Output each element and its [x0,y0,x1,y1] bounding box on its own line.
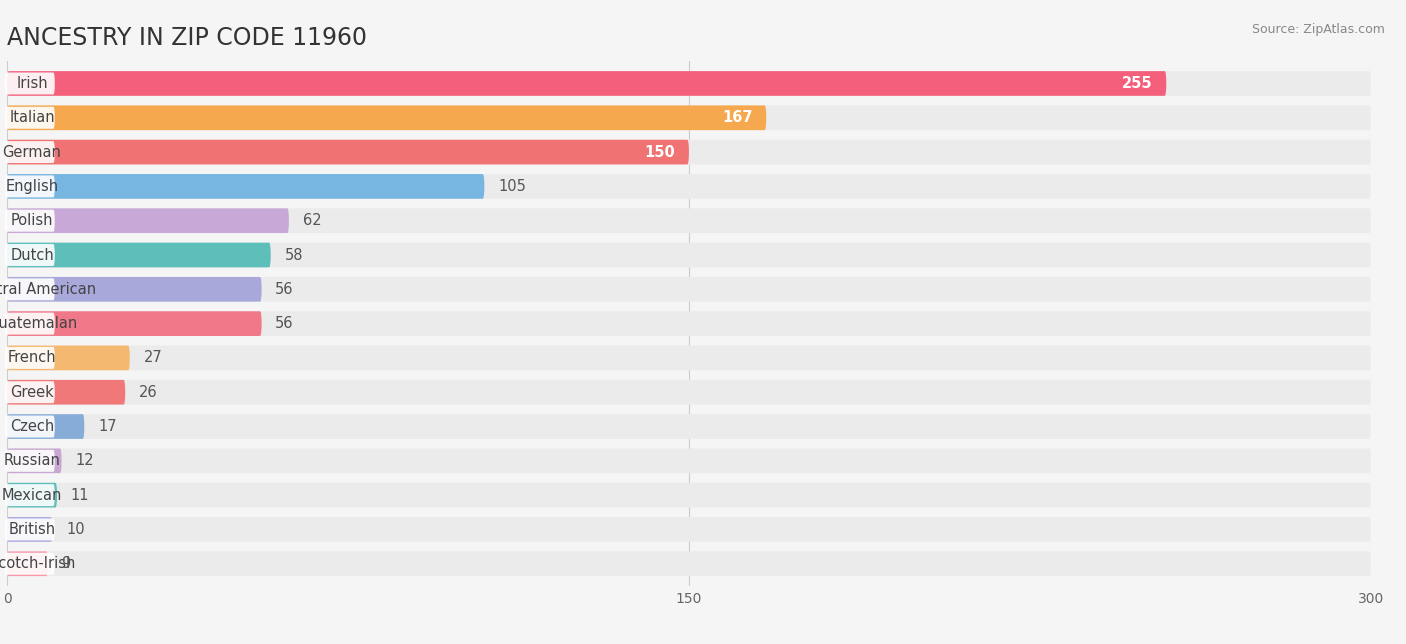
FancyBboxPatch shape [4,244,55,266]
FancyBboxPatch shape [4,107,55,129]
Text: 56: 56 [276,282,294,297]
Text: 17: 17 [98,419,117,434]
FancyBboxPatch shape [7,551,1371,576]
Text: Guatemalan: Guatemalan [0,316,77,331]
Text: Polish: Polish [11,213,53,228]
FancyBboxPatch shape [4,381,55,403]
Text: French: French [7,350,56,365]
Text: 27: 27 [143,350,162,365]
FancyBboxPatch shape [7,448,1371,473]
Text: 150: 150 [644,145,675,160]
FancyBboxPatch shape [7,106,1371,130]
FancyBboxPatch shape [7,311,262,336]
Text: 9: 9 [62,556,70,571]
FancyBboxPatch shape [7,243,1371,267]
FancyBboxPatch shape [4,175,55,197]
FancyBboxPatch shape [4,347,55,369]
FancyBboxPatch shape [7,483,58,507]
FancyBboxPatch shape [4,312,55,335]
FancyBboxPatch shape [7,551,48,576]
FancyBboxPatch shape [7,209,288,233]
FancyBboxPatch shape [7,517,52,542]
Text: Central American: Central American [0,282,96,297]
Text: 167: 167 [723,110,752,126]
FancyBboxPatch shape [7,71,1371,96]
FancyBboxPatch shape [7,277,1371,301]
FancyBboxPatch shape [7,106,766,130]
Text: 12: 12 [76,453,94,468]
Text: Mexican: Mexican [1,488,62,502]
Text: 105: 105 [498,179,526,194]
Text: 58: 58 [284,247,302,263]
FancyBboxPatch shape [7,311,1371,336]
Text: Irish: Irish [17,76,48,91]
Text: German: German [3,145,62,160]
Text: Scotch-Irish: Scotch-Irish [0,556,75,571]
FancyBboxPatch shape [4,141,55,163]
FancyBboxPatch shape [7,243,271,267]
FancyBboxPatch shape [7,140,689,164]
FancyBboxPatch shape [7,346,1371,370]
FancyBboxPatch shape [7,380,125,404]
FancyBboxPatch shape [7,414,84,439]
FancyBboxPatch shape [4,278,55,300]
FancyBboxPatch shape [4,553,55,574]
FancyBboxPatch shape [4,415,55,437]
Text: 255: 255 [1122,76,1153,91]
Text: Source: ZipAtlas.com: Source: ZipAtlas.com [1251,23,1385,35]
Text: English: English [6,179,59,194]
FancyBboxPatch shape [7,140,1371,164]
FancyBboxPatch shape [7,448,62,473]
FancyBboxPatch shape [7,483,1371,507]
Text: 62: 62 [302,213,321,228]
FancyBboxPatch shape [4,450,55,472]
Text: Czech: Czech [10,419,55,434]
FancyBboxPatch shape [7,174,1371,199]
FancyBboxPatch shape [7,71,1166,96]
Text: 26: 26 [139,384,157,400]
Text: ANCESTRY IN ZIP CODE 11960: ANCESTRY IN ZIP CODE 11960 [7,26,367,50]
FancyBboxPatch shape [7,209,1371,233]
FancyBboxPatch shape [7,277,262,301]
Text: 10: 10 [66,522,84,537]
FancyBboxPatch shape [7,414,1371,439]
FancyBboxPatch shape [4,484,55,506]
FancyBboxPatch shape [7,174,484,199]
Text: British: British [8,522,56,537]
Text: Greek: Greek [10,384,53,400]
Text: Russian: Russian [4,453,60,468]
FancyBboxPatch shape [4,518,55,540]
Text: Dutch: Dutch [10,247,53,263]
FancyBboxPatch shape [4,73,55,95]
FancyBboxPatch shape [7,346,129,370]
Text: Italian: Italian [10,110,55,126]
Text: 11: 11 [70,488,89,502]
Text: 56: 56 [276,316,294,331]
FancyBboxPatch shape [7,517,1371,542]
FancyBboxPatch shape [4,210,55,232]
FancyBboxPatch shape [7,380,1371,404]
